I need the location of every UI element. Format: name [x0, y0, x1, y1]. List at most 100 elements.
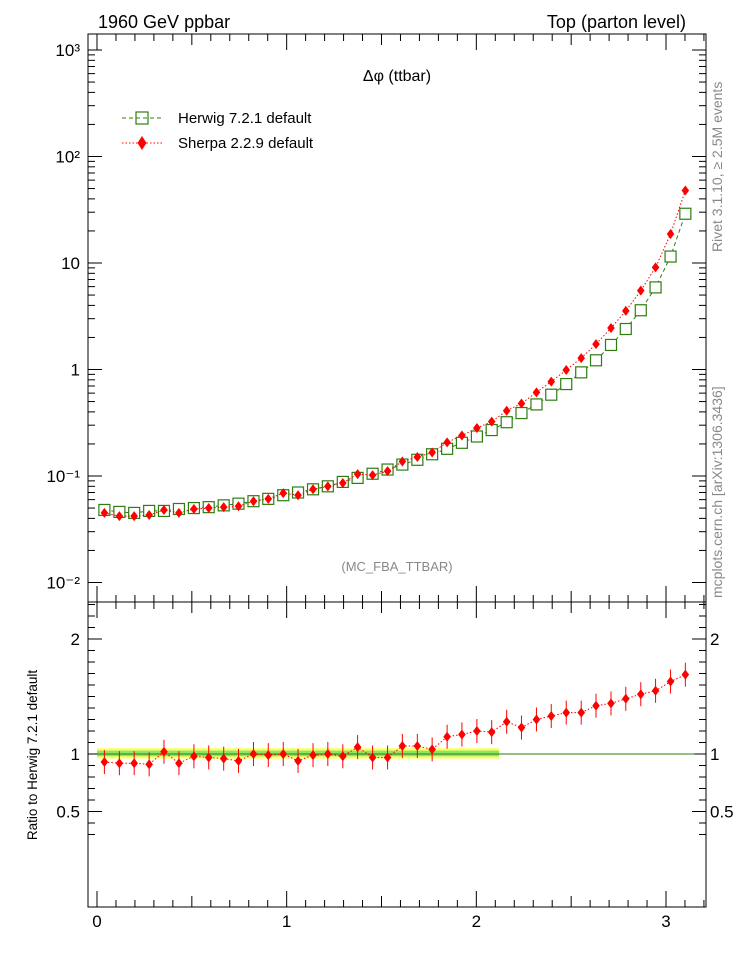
main-panel: 10⁻² 10⁻¹ 1 10 10² 10³ Δφ (ttbar) (MC_FBA_TTB…	[46, 33, 707, 603]
herwig-point	[649, 281, 662, 294]
sherpa-point	[204, 503, 213, 514]
sherpa-point	[398, 456, 407, 467]
ratio-sherpa-point	[100, 757, 109, 768]
herwig-point	[560, 377, 573, 391]
y-tick-label: 10	[61, 254, 80, 273]
ratio-sherpa-point	[458, 729, 466, 740]
ratio-sherpa-point	[621, 693, 630, 704]
sherpa-series	[100, 185, 690, 522]
x-tick-label: 0	[92, 912, 101, 931]
ratio-y-tick-label: 2	[71, 630, 80, 649]
herwig-point	[604, 338, 618, 352]
y-tick-label: 10⁻¹	[46, 467, 80, 486]
sherpa-point	[190, 503, 198, 514]
sherpa-point	[681, 185, 690, 196]
ratio-sherpa-point	[666, 676, 675, 687]
sherpa-point	[502, 405, 511, 416]
sherpa-point	[592, 339, 600, 350]
legend-herwig: Herwig 7.2.1 default	[122, 110, 312, 127]
sherpa-point	[100, 507, 109, 518]
ratio-sherpa-point	[443, 731, 451, 742]
herwig-point	[575, 366, 588, 379]
x-tick-labels: 0 1 2 3	[92, 912, 670, 931]
ratio-sherpa-point	[353, 742, 362, 753]
sherpa-point	[428, 447, 436, 458]
legend-sherpa: Sherpa 2.2.9 default	[122, 135, 314, 152]
ratio-sherpa-point	[324, 749, 332, 759]
ratio-sherpa-point	[234, 755, 243, 766]
sherpa-point	[517, 398, 526, 409]
ratio-y-tick-label: 1	[71, 745, 80, 764]
legend: Herwig 7.2.1 default Sherpa 2.2.9 defaul…	[122, 110, 314, 152]
sherpa-point	[294, 490, 302, 501]
herwig-point	[515, 406, 528, 420]
sherpa-point	[458, 430, 466, 441]
y-tick-label: 10⁻²	[46, 574, 80, 593]
ratio-sherpa-point	[547, 711, 556, 722]
ratio-sherpa-point	[264, 750, 273, 761]
sherpa-point	[309, 484, 317, 495]
herwig-point	[619, 322, 632, 336]
herwig-point	[589, 354, 603, 367]
ratio-sherpa-point	[339, 751, 347, 762]
y-tick-label: 1	[71, 361, 80, 380]
ratio-sherpa-point	[204, 752, 213, 763]
legend-herwig-label: Herwig 7.2.1 default	[178, 110, 312, 127]
ratio-sherpa-point	[592, 700, 600, 711]
ratio-sherpa-point	[562, 707, 571, 718]
sherpa-point	[353, 469, 362, 480]
ratio-sherpa-point	[398, 740, 407, 751]
ratio-sherpa-point	[190, 751, 198, 762]
main-y-tick-labels: 10⁻² 10⁻¹ 1 10 10² 10³	[46, 41, 80, 593]
ratio-panel: 0.5 0.5 1 1 2 2 0 1 2 3 Ratio to Herwig 7.2.1 de…	[25, 601, 734, 931]
ratio-sherpa-series	[100, 662, 690, 777]
ratio-sherpa-point	[219, 753, 228, 764]
sherpa-point	[487, 416, 496, 427]
sherpa-point	[234, 501, 243, 512]
ratio-sherpa-point	[651, 685, 660, 696]
herwig-point	[500, 416, 513, 429]
sherpa-point	[636, 285, 645, 296]
y-tick-label: 10³	[55, 41, 80, 60]
herwig-point	[664, 250, 677, 263]
header-left: 1960 GeV ppbar	[98, 12, 230, 32]
ratio-sherpa-point	[636, 689, 645, 700]
sherpa-point	[666, 229, 675, 240]
ratio-sherpa-point	[175, 758, 183, 769]
sherpa-point	[219, 502, 228, 513]
ratio-y-tick-label-right: 1	[710, 745, 719, 764]
ratio-sherpa-point	[160, 746, 168, 757]
sherpa-point	[577, 353, 586, 364]
sherpa-point	[160, 504, 168, 515]
plot-title: Δφ (ttbar)	[363, 68, 431, 85]
ratio-sherpa-point	[383, 752, 392, 763]
legend-herwig-marker	[135, 111, 149, 125]
ratio-sherpa-line	[104, 674, 686, 765]
sherpa-point	[443, 437, 451, 448]
legend-sherpa-marker	[137, 136, 147, 150]
sherpa-point	[532, 387, 541, 398]
y-tick-label: 10²	[55, 148, 80, 167]
sherpa-point	[249, 496, 258, 507]
sherpa-point	[383, 466, 392, 477]
herwig-point	[545, 388, 558, 401]
ratio-sherpa-point	[607, 698, 615, 709]
ratio-y-tick-label-right: 2	[710, 630, 719, 649]
rivet-label: Rivet 3.1.10, ≥ 2.5M events	[709, 82, 725, 252]
x-tick-label: 3	[661, 912, 670, 931]
sherpa-point	[175, 507, 183, 518]
ratio-sherpa-point	[577, 707, 586, 718]
sherpa-point	[547, 376, 556, 387]
ratio-sherpa-point	[309, 750, 317, 761]
ratio-sherpa-point	[532, 714, 541, 725]
ratio-y-tick-labels: 0.5 0.5 1 1 2 2	[56, 630, 733, 822]
ratio-sherpa-point	[368, 752, 377, 763]
ratio-sherpa-point	[473, 726, 481, 736]
herwig-point	[679, 207, 692, 220]
ratio-sherpa-point	[487, 727, 496, 738]
main-axis-ticks	[88, 34, 706, 602]
legend-sherpa-label: Sherpa 2.2.9 default	[178, 135, 314, 152]
sherpa-point	[413, 451, 422, 462]
herwig-line	[104, 213, 686, 514]
